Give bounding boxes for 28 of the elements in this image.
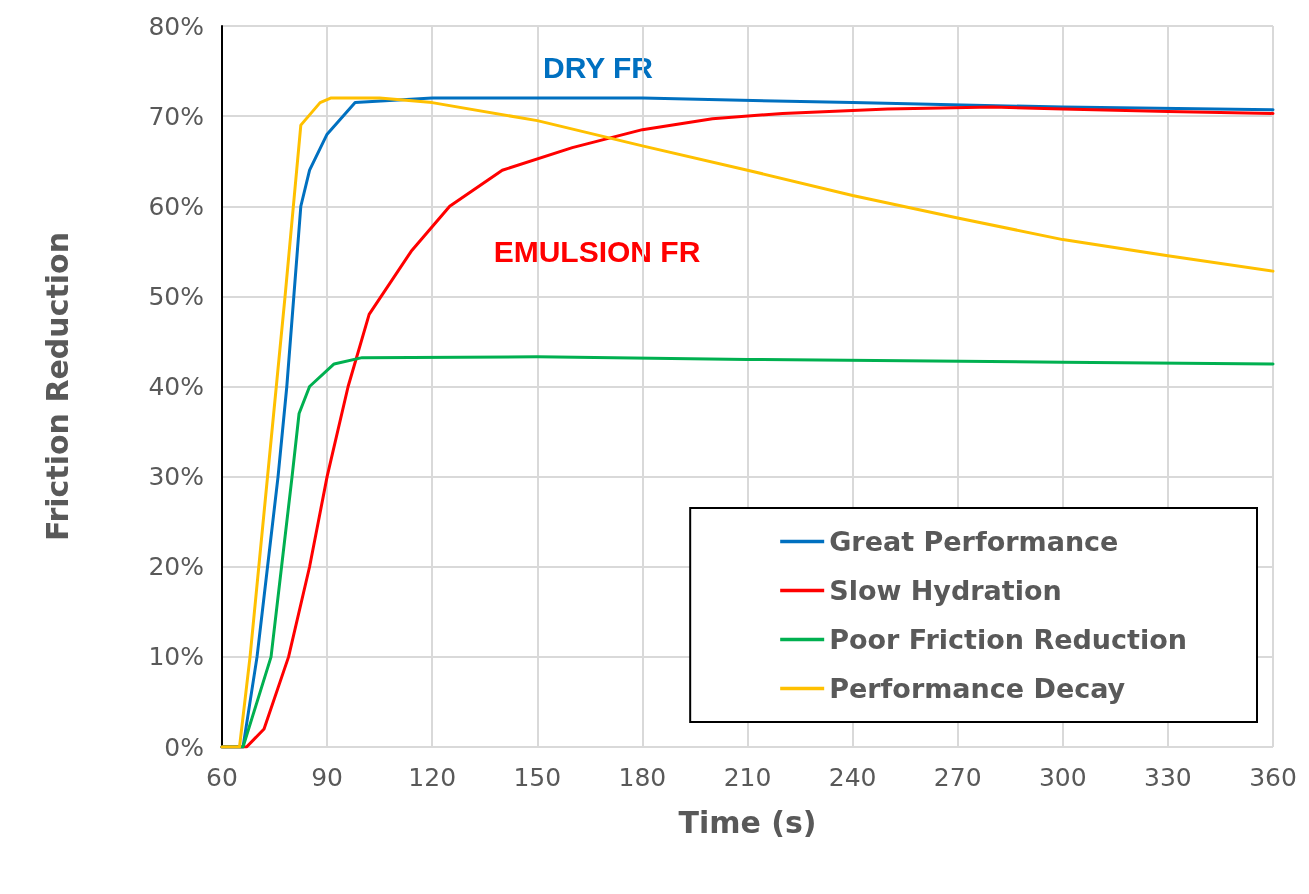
y-tick-label: 0%	[164, 732, 204, 762]
x-tick-label: 150	[513, 763, 562, 792]
x-tick-label: 240	[828, 763, 877, 792]
x-tick-label: 360	[1249, 763, 1297, 792]
x-tick-label: 180	[618, 763, 667, 792]
annotation: DRY FR	[542, 50, 654, 84]
y-tick-label: 20%	[148, 552, 204, 582]
y-tick-label: 80%	[148, 11, 204, 41]
y-tick-label: 10%	[148, 642, 204, 672]
x-axis-title: Time (s)	[678, 804, 817, 840]
y-tick-label: 60%	[148, 191, 204, 221]
x-tick-label: 60	[206, 763, 238, 792]
x-tick-label: 300	[1038, 763, 1087, 792]
y-tick-label: 70%	[148, 101, 204, 131]
legend-label: Poor Friction Reduction	[829, 624, 1188, 655]
x-tick-label: 120	[408, 763, 457, 792]
x-tick-label: 210	[723, 763, 772, 792]
annotation: EMULSION FR	[493, 234, 701, 268]
legend-label: Great Performance	[829, 526, 1119, 557]
legend-label: Slow Hydration	[829, 575, 1062, 606]
legend-label: Performance Decay	[829, 673, 1126, 704]
y-axis-title: Friction Reduction	[39, 231, 75, 542]
y-tick-label: 30%	[148, 462, 204, 492]
x-tick-label: 330	[1144, 763, 1192, 792]
x-tick-label: 270	[933, 763, 982, 792]
y-tick-label: 40%	[148, 372, 204, 401]
x-tick-label: 90	[311, 763, 344, 792]
y-tick-label: 50%	[148, 281, 204, 311]
